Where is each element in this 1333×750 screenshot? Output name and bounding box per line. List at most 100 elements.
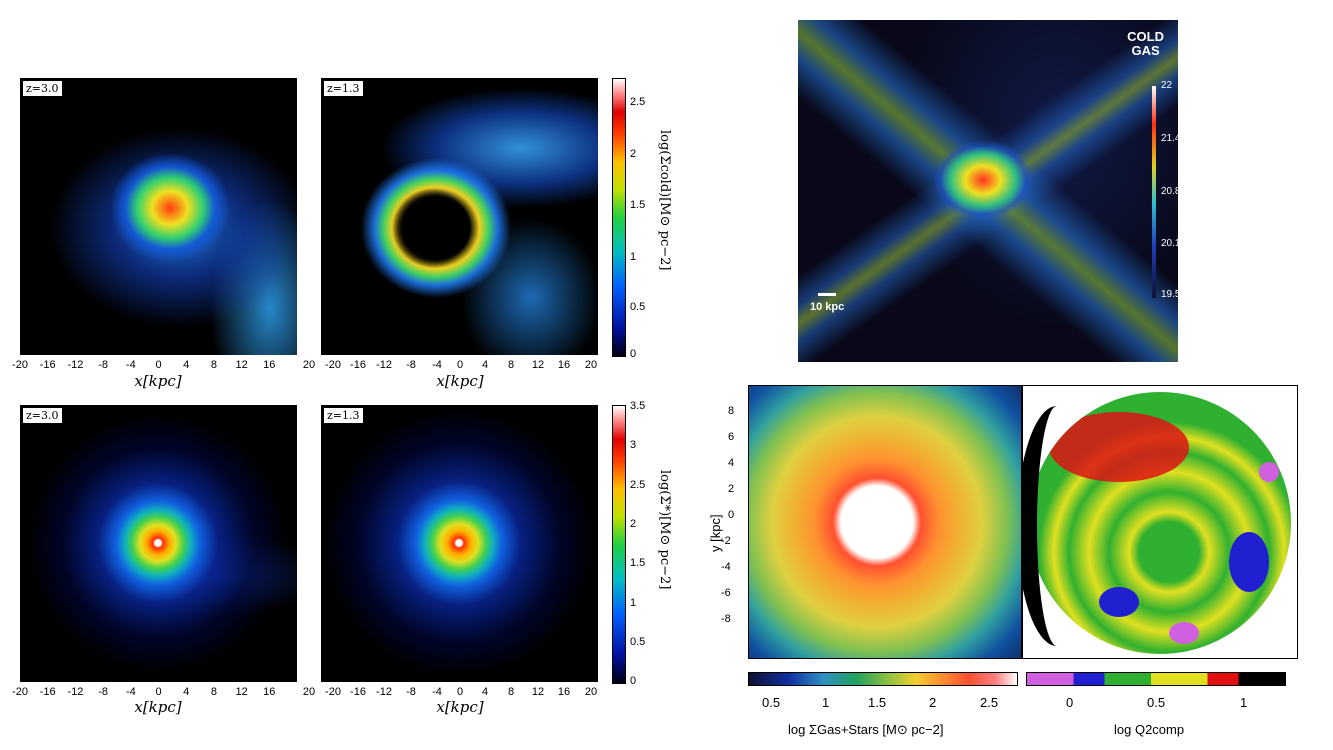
x-tick: 16: [263, 359, 276, 371]
cbar-tick: 0.5: [630, 636, 646, 648]
y-tick: -4: [721, 561, 731, 573]
colorbar-label: log(Σ*)[M⊙ pc−2]: [657, 470, 672, 590]
x-tick: 16: [557, 686, 571, 698]
x-axis-label: x[kpc]: [134, 698, 182, 716]
cold-gas-map-z1.3: z=1.3: [321, 78, 598, 355]
x-axis-label: x[kpc]: [436, 698, 484, 716]
y-tick: 4: [728, 457, 735, 469]
cbar-tick: 2.5: [980, 695, 999, 710]
x-tick: 4: [481, 686, 489, 698]
x-tick: -4: [432, 686, 442, 698]
colorbar-label: log Q2comp: [1114, 722, 1185, 737]
x-tick: -12: [67, 359, 84, 371]
x-tick: -16: [350, 359, 366, 371]
cbar-tick: 3.5: [630, 400, 646, 412]
x-tick: 12: [531, 686, 545, 698]
x-axis-label: x[kpc]: [436, 372, 484, 390]
y-tick: 8: [728, 405, 735, 417]
x-tick: 16: [557, 359, 571, 371]
redshift-label: z=1.3: [323, 80, 364, 97]
x-tick: 0: [456, 359, 464, 371]
y-tick: -2: [721, 535, 731, 547]
x-axis-ticks-top-left: -20 -16 -12 -8 -4 0 4 8 12 16: [12, 359, 297, 373]
x-tick: 4: [183, 686, 190, 698]
panel-title-line1: COLD: [1127, 29, 1164, 44]
q-map-black-outer-arc: [1023, 406, 1097, 646]
x-tick: 4: [481, 359, 489, 371]
cbar-tick: 1: [822, 695, 830, 710]
x-tick: -8: [406, 686, 416, 698]
x-axis-ticks-bottom-right: 20 -20 -16 -12 -8 -4 0 4 8 12 16 20: [303, 686, 598, 700]
q-map-magenta-patch: [1169, 622, 1199, 644]
cbar-tick: 20.1: [1161, 238, 1178, 249]
cbar-tick: 3: [630, 439, 637, 451]
x-tick: -4: [125, 686, 136, 698]
colorbar-toomre-q: [1026, 672, 1286, 686]
x-tick: 12: [235, 686, 248, 698]
surface-density-map: [748, 385, 1022, 659]
redshift-label: z=3.0: [22, 80, 63, 97]
cbar-tick: 2: [630, 518, 637, 530]
x-tick: 12: [235, 359, 248, 371]
x-tick: 8: [507, 359, 515, 371]
cbar-tick: 0: [1066, 695, 1074, 710]
redshift-label: z=1.3: [323, 407, 364, 424]
x-tick: -16: [39, 686, 56, 698]
x-tick: -20: [12, 686, 28, 698]
x-tick: 20: [584, 686, 598, 698]
y-tick: 2: [728, 483, 735, 495]
x-tick: -12: [376, 359, 392, 371]
x-tick: 0: [155, 686, 162, 698]
cbar-tick: 1.5: [630, 557, 646, 569]
cbar-tick: 1.5: [868, 695, 887, 710]
x-tick: -20: [325, 686, 341, 698]
x-tick: 20: [302, 359, 316, 371]
cold-gas-filament-map: COLD GAS 10 kpc 22 21.4 20.8 20.1 19.5: [798, 20, 1178, 362]
q-map-magenta-patch: [1259, 462, 1279, 482]
y-tick: 0: [728, 509, 735, 521]
cbar-tick: 21.4: [1161, 133, 1178, 144]
cbar-tick: 2: [929, 695, 937, 710]
colorbar-stellar-density: [612, 405, 626, 684]
x-tick: 12: [531, 359, 545, 371]
x-tick: 0: [456, 686, 464, 698]
q-map-blue-patch: [1099, 587, 1139, 617]
cbar-tick: 0: [630, 348, 637, 360]
cbar-tick: 1: [1240, 695, 1248, 710]
x-axis-ticks-bottom-left: -20 -16 -12 -8 -4 0 4 8 12 16: [12, 686, 297, 700]
cbar-tick: 0.5: [1147, 695, 1166, 710]
x-tick: -16: [39, 359, 56, 371]
cbar-tick: 2.5: [630, 96, 646, 108]
redshift-label: z=3.0: [22, 407, 63, 424]
cbar-tick: 20.8: [1161, 186, 1178, 197]
stellar-map-z1.3: z=1.3: [321, 405, 598, 682]
x-tick: 16: [263, 686, 276, 698]
colorbar-label: log ΣGas+Stars [M⊙ pc−2]: [788, 722, 944, 737]
cbar-tick: 0.5: [762, 695, 781, 710]
cbar-tick: 1: [630, 251, 637, 263]
x-tick: 0: [155, 359, 162, 371]
colorbar-column-density: [1152, 86, 1156, 298]
q-map-blue-patch: [1229, 532, 1269, 592]
cbar-tick: 2.5: [630, 479, 646, 491]
scale-bar: [818, 293, 836, 296]
x-tick: -16: [350, 686, 366, 698]
cbar-tick: 0.5: [630, 301, 646, 313]
x-tick: 4: [183, 359, 190, 371]
x-tick: -20: [325, 359, 341, 371]
y-tick: -6: [721, 587, 731, 599]
x-tick: 8: [507, 686, 515, 698]
cbar-tick: 22: [1161, 80, 1173, 91]
colorbar-cold-gas-density: [612, 78, 626, 357]
x-tick: -12: [376, 686, 392, 698]
x-tick: -20: [12, 359, 28, 371]
cold-gas-map-z3: z=3.0: [20, 78, 297, 355]
x-axis-label: x[kpc]: [134, 372, 182, 390]
cbar-tick: 0: [630, 675, 637, 687]
cbar-tick: 2: [630, 148, 637, 160]
x-tick: -8: [98, 359, 108, 371]
x-tick: 8: [210, 359, 217, 371]
x-tick: -4: [125, 359, 136, 371]
toomre-q-map: [1022, 385, 1298, 659]
colorbar-label: log(Σcold)[M⊙ pc−2]: [657, 130, 672, 271]
